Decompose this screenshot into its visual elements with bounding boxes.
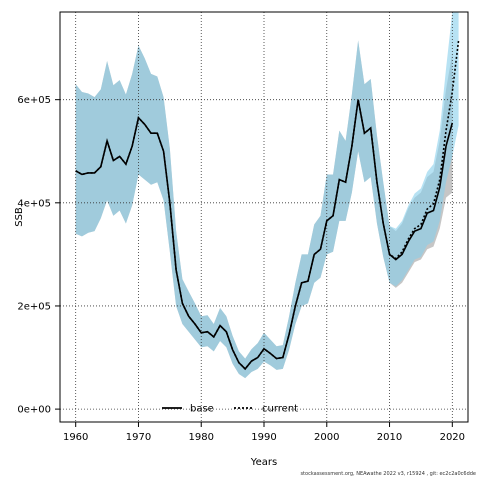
y-axis-title: SSB xyxy=(14,207,25,227)
y-tick-label: 0e+00 xyxy=(17,405,51,416)
x-tick-label: 2010 xyxy=(377,432,402,443)
x-axis: 1960 1970 1980 1990 2000 2010 2020 xyxy=(63,422,465,443)
x-tick-label: 1960 xyxy=(63,432,88,443)
legend-label-current: current xyxy=(262,404,298,415)
x-tick-label: 1980 xyxy=(189,432,214,443)
series-lines xyxy=(75,40,460,371)
confidence-bands xyxy=(75,12,459,379)
footer-credit: stockassessment.org, NEAwathe 2022 v3, r… xyxy=(300,471,476,477)
x-tick-label: 2020 xyxy=(440,432,465,443)
y-tick-label: 4e+05 xyxy=(17,198,51,209)
x-axis-title: Years xyxy=(250,457,277,468)
x-tick-label: 2000 xyxy=(314,432,339,443)
current-confidence-band xyxy=(75,12,459,379)
grid-lines xyxy=(60,12,468,422)
legend-label-base: base xyxy=(190,404,214,415)
current-series-line xyxy=(75,40,460,371)
x-tick-label: 1990 xyxy=(251,432,276,443)
y-tick-label: 6e+05 xyxy=(17,95,51,106)
x-tick-label: 1970 xyxy=(126,432,151,443)
y-axis: 0e+00 2e+05 4e+05 6e+05 xyxy=(17,95,60,416)
y-tick-label: 2e+05 xyxy=(17,301,51,312)
legend: base current xyxy=(162,404,298,415)
